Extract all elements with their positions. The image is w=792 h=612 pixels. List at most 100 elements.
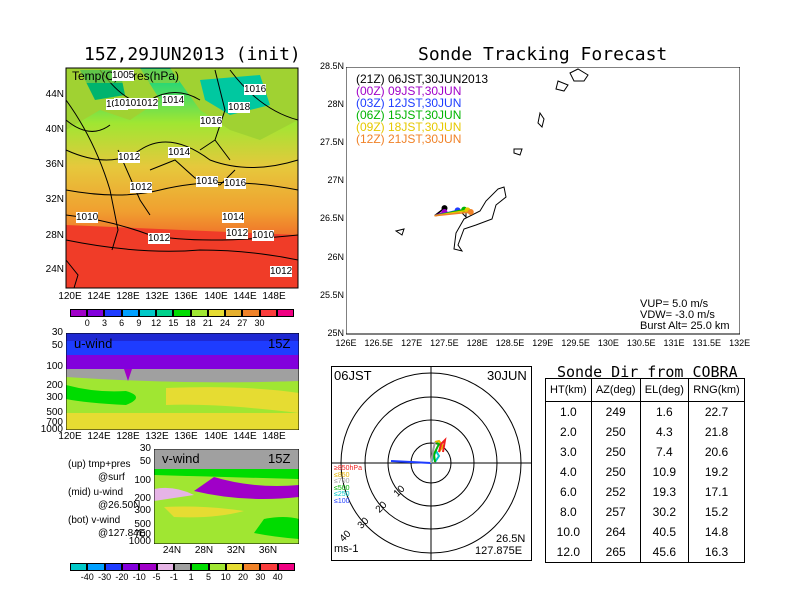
table-cell: 15.2 xyxy=(688,502,745,522)
table-header: AZ(deg) xyxy=(590,378,641,402)
note-line: (bot) v-wind xyxy=(68,515,121,526)
lon-label: 140E xyxy=(204,291,228,302)
isobar-label: 1016 xyxy=(200,116,223,127)
note-line: @26.50N xyxy=(98,500,141,511)
x-tick: 132E xyxy=(145,431,169,442)
colorbar-segment xyxy=(70,309,88,317)
lat-label: 28N xyxy=(45,230,64,241)
table-cell: 4.3 xyxy=(639,422,690,442)
colorbar-segment xyxy=(207,309,226,317)
table-cell: 4.0 xyxy=(545,462,592,482)
sonde-table: HT(km) AZ(deg) EL(deg) RNG(km) 1.0 249 1.6 22.… xyxy=(545,378,745,563)
isobar-label: 1016 xyxy=(224,178,247,189)
y-tick: 30 xyxy=(51,327,63,338)
lon-label: 128.5E xyxy=(495,338,525,348)
lat-label: 25.5N xyxy=(319,289,344,300)
colorbar-segment xyxy=(87,309,105,317)
table-header: HT(km) xyxy=(545,378,592,402)
hodo-level: ≤250 xyxy=(334,491,350,498)
table-cell: 7.4 xyxy=(639,442,690,462)
x-tick: 36N xyxy=(258,545,278,556)
tracking-legend-item: (03Z) 12JST,30JUN xyxy=(356,96,462,110)
isobar-label: 1016 xyxy=(196,176,219,187)
colorbar-segment xyxy=(173,563,192,571)
lon-label: 148E xyxy=(262,291,286,302)
table-cell: 8.0 xyxy=(545,502,592,522)
table-cell: 2.0 xyxy=(545,422,592,442)
table-cell: 1.0 xyxy=(545,401,592,422)
y-tick: 500 xyxy=(134,519,151,530)
table-cell: 12.0 xyxy=(545,542,592,563)
table-cell: 19.2 xyxy=(688,462,745,482)
tracking-param: VDW= -3.0 m/s xyxy=(640,309,715,321)
wind-colorbar xyxy=(70,563,296,571)
colorbar-tick: 9 xyxy=(136,318,142,328)
isobar-label: 1018 xyxy=(228,102,251,113)
lon-label: 128E xyxy=(466,338,488,348)
colorbar-segment xyxy=(242,309,260,317)
colorbar-tick: 5 xyxy=(205,572,211,582)
left-title: 15Z,29JUN2013 (init) xyxy=(84,44,301,65)
tracking-legend-item: (06Z) 15JST,30JUN xyxy=(356,108,462,122)
isobar-label: 1012 xyxy=(130,182,153,193)
lon-label: 132E xyxy=(145,291,169,302)
track-line xyxy=(434,211,471,217)
colorbar-segment xyxy=(208,563,226,571)
x-tick: 128E xyxy=(116,431,140,442)
colorbar-segment xyxy=(243,563,261,571)
tracking-map xyxy=(346,67,740,335)
colorbar-tick: -1 xyxy=(169,572,178,582)
lat-label: 26.5N xyxy=(319,213,344,224)
table-cell: 265 xyxy=(590,542,641,563)
y-tick: 1000 xyxy=(40,424,63,435)
y-tick: 100 xyxy=(134,475,151,486)
track-point xyxy=(467,208,474,215)
isobar-label: 1010 xyxy=(252,230,275,241)
sonde-table-title: Sonde Dir from COBRA xyxy=(557,363,738,381)
table-cell: 257 xyxy=(590,502,641,522)
colorbar-tick: 18 xyxy=(185,318,196,328)
table-cell: 249 xyxy=(590,401,641,422)
hodo-level: ≤700 xyxy=(334,478,350,485)
lat-label: 27.5N xyxy=(319,137,344,148)
colorbar-segment xyxy=(173,309,191,317)
colorbar-segment xyxy=(156,309,174,317)
note-line: @surf xyxy=(98,472,125,483)
colorbar-segment xyxy=(156,563,174,571)
colorbar-segment xyxy=(138,309,157,317)
colorbar-tick: 3 xyxy=(101,318,107,328)
colorbar-tick: 15 xyxy=(168,318,179,328)
tracking-legend-item: (00Z) 09JST,30JUN xyxy=(356,84,462,98)
table-cell: 250 xyxy=(590,462,641,482)
table-row: 3.0 250 7.4 20.6 xyxy=(545,442,745,462)
v-wind-panel xyxy=(154,449,299,544)
y-tick: 200 xyxy=(134,493,151,504)
x-tick: 32N xyxy=(226,545,246,556)
lon-label: 128E xyxy=(116,291,140,302)
colorbar-tick: -5 xyxy=(152,572,161,582)
lon-label: 132E xyxy=(729,338,751,348)
hodo-level: ≥850hPa xyxy=(334,465,362,472)
colorbar-tick: 10 xyxy=(220,572,231,582)
lon-label: 120E xyxy=(58,291,82,302)
y-tick: 300 xyxy=(134,505,151,516)
tracking-param: VUP= 5.0 m/s xyxy=(640,298,709,310)
lat-label: 28N xyxy=(327,99,344,110)
isobar-label: 1012 xyxy=(136,98,159,109)
y-tick: 50 xyxy=(139,456,151,467)
hodo-lat: 26.5N xyxy=(496,533,526,545)
colorbar-segment xyxy=(104,563,122,571)
isobar-label: 1012 xyxy=(148,233,171,244)
colorbar-tick: -30 xyxy=(98,572,112,582)
u-wind-time: 15Z xyxy=(268,336,291,351)
lon-label: 126.5E xyxy=(364,338,394,348)
tracking-legend-item: (21Z) 06JST,30JUN2013 xyxy=(356,72,489,86)
lon-label: 126E xyxy=(335,338,357,348)
y-tick: 200 xyxy=(46,380,63,391)
v-wind-time: 15Z xyxy=(268,451,291,466)
table-cell: 250 xyxy=(590,442,641,462)
colorbar-segment xyxy=(121,309,139,317)
table-cell: 3.0 xyxy=(545,442,592,462)
table-row: 10.0 264 40.5 14.8 xyxy=(545,522,745,542)
tracking-legend-item: (09Z) 18JST,30JUN xyxy=(356,120,462,134)
